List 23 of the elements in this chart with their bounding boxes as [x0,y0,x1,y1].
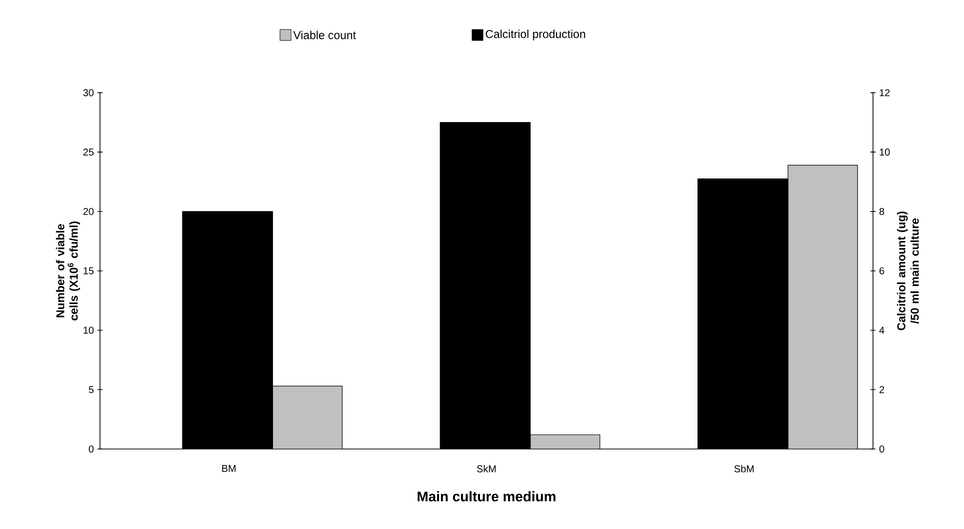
bar [530,434,600,449]
legend-label: Viable count [293,30,356,40]
x-tick-label: BM [222,465,236,472]
y-tick-label: 20 [83,208,94,215]
y2-axis-title: Calcitriol amount (ug) /50 ml main culture [896,212,919,330]
y2-tick-label: 10 [880,148,890,156]
y2-tick-label: 2 [880,386,884,394]
x-tick-label: SbM [734,465,754,472]
y-tick-label: 15 [84,267,94,274]
y-tick-label: 10 [84,326,94,334]
y-tick-label: 5 [88,386,94,394]
y2-tick-label: 0 [879,445,884,453]
y-tick-label: 30 [83,89,94,96]
x-axis-title: Main culture medium [418,491,556,502]
bar [272,386,343,449]
y-tick-label: 25 [83,148,94,156]
y2-tick-label: 4 [879,326,884,334]
y2-tick-label: 12 [880,89,890,96]
y2-tick-label: 8 [879,208,884,215]
legend-label: Calcitriol production [486,30,586,40]
y-tick-label: 0 [88,445,94,453]
y2-tick-label: 6 [880,267,884,274]
x-tick-label: SkM [476,465,496,472]
